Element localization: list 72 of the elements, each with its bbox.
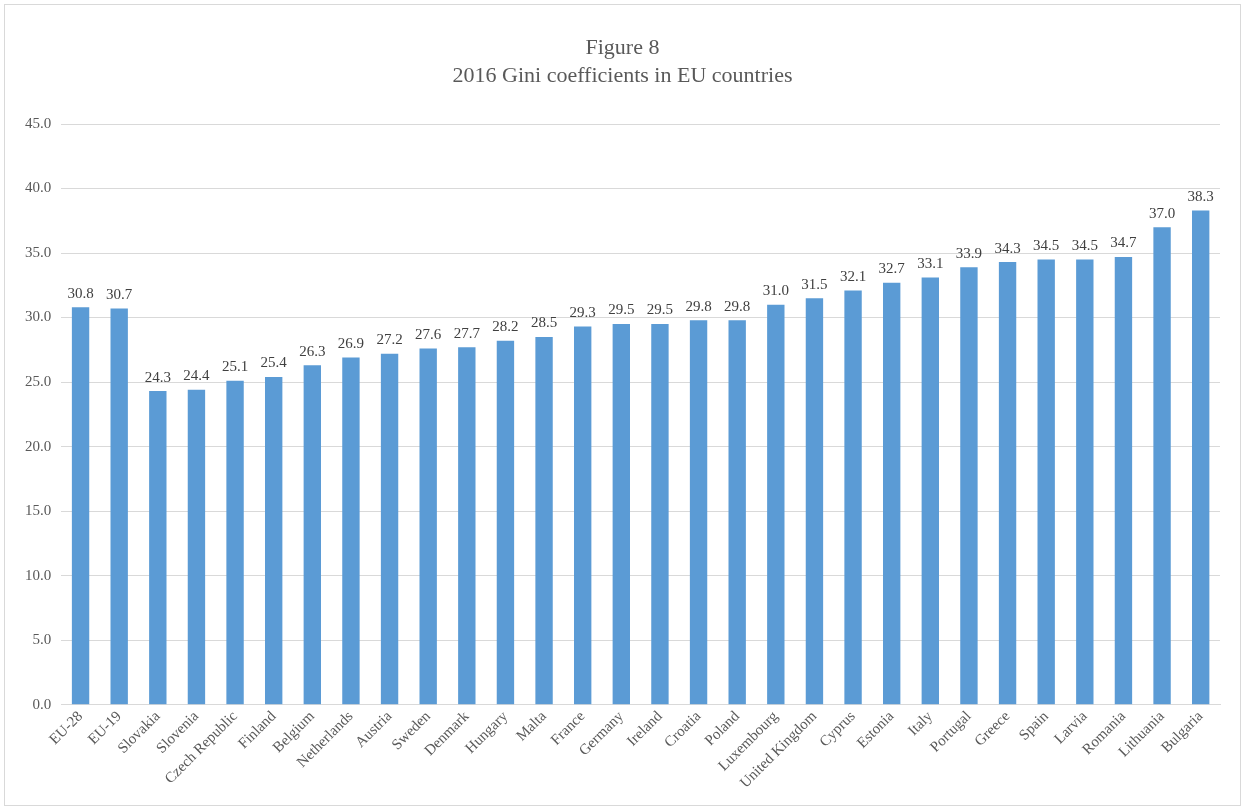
data-label: 29.8: [685, 297, 712, 314]
bar: [226, 380, 244, 705]
bar: [883, 282, 901, 705]
data-label: 30.8: [67, 284, 94, 301]
bar: [110, 308, 128, 705]
bar: [574, 326, 592, 705]
chart-subtitle: 2016 Gini coefficients in EU countries: [451, 61, 794, 89]
y-tick-label: 25.0: [25, 373, 52, 390]
data-label: 32.7: [878, 260, 906, 277]
y-tick-label: 15.0: [25, 502, 52, 519]
bar: [998, 262, 1017, 705]
y-tick-label: 40.0: [25, 179, 52, 196]
data-label: 27.7: [453, 324, 481, 341]
data-label: 27.6: [415, 325, 442, 342]
bar: [805, 298, 824, 705]
data-label: 32.1: [839, 267, 867, 284]
bar: [1153, 227, 1171, 705]
y-tick-label: 35.0: [25, 243, 52, 260]
bar: [535, 336, 553, 705]
bar: [844, 290, 862, 705]
y-tick-label: 5.0: [32, 631, 52, 648]
data-label: 27.2: [376, 331, 403, 348]
data-label: 34.3: [994, 239, 1021, 256]
bar: [960, 267, 978, 705]
y-tick-label: 10.0: [25, 566, 52, 583]
data-label: 24.4: [183, 367, 211, 384]
bar: [1037, 259, 1055, 705]
bar: [651, 324, 669, 705]
data-label: 28.5: [530, 314, 558, 331]
data-label: 30.7: [106, 285, 133, 302]
y-tick-label: 45.0: [25, 114, 52, 131]
data-label: 26.9: [337, 335, 365, 351]
bar: [1114, 256, 1133, 705]
data-label: 34.5: [1033, 236, 1060, 253]
bar: [380, 353, 399, 705]
bar: [342, 357, 360, 705]
data-label: 34.7: [1110, 234, 1138, 251]
data-label: 25.1: [221, 358, 249, 375]
bar: [728, 320, 746, 705]
data-label: 26.3: [299, 342, 326, 359]
data-label: 29.3: [569, 304, 596, 321]
bar: [612, 324, 630, 705]
data-label: 33.9: [955, 244, 983, 261]
bar: [149, 391, 167, 705]
bar: [303, 365, 321, 705]
bar: [921, 277, 939, 705]
data-label: 31.5: [801, 275, 828, 292]
y-tick-label: 30.0: [25, 308, 52, 325]
y-tick-label: 20.0: [25, 437, 52, 454]
bar: [767, 304, 785, 705]
bar: [71, 307, 90, 705]
data-label: 31.0: [762, 282, 789, 299]
bar: [496, 340, 515, 705]
chart-title: Figure 8: [584, 33, 661, 61]
bar: [419, 348, 437, 705]
data-label: 29.5: [646, 301, 674, 318]
data-label: 28.2: [492, 318, 519, 335]
bar: [187, 389, 206, 705]
data-label: 29.5: [608, 301, 635, 318]
data-label: 25.4: [260, 354, 288, 371]
data-label: 33.1: [917, 255, 944, 271]
y-tick-label: 0.0: [32, 695, 52, 712]
bar: [1192, 210, 1210, 705]
data-label: 24.3: [144, 368, 171, 385]
data-label: 37.0: [1148, 204, 1176, 221]
bar: [689, 320, 708, 705]
data-label: 38.3: [1187, 187, 1214, 204]
bar: [265, 376, 283, 705]
bar: [1076, 259, 1094, 705]
data-label: 34.5: [1071, 236, 1098, 253]
bar: [458, 347, 476, 705]
data-label: 29.8: [724, 297, 751, 314]
